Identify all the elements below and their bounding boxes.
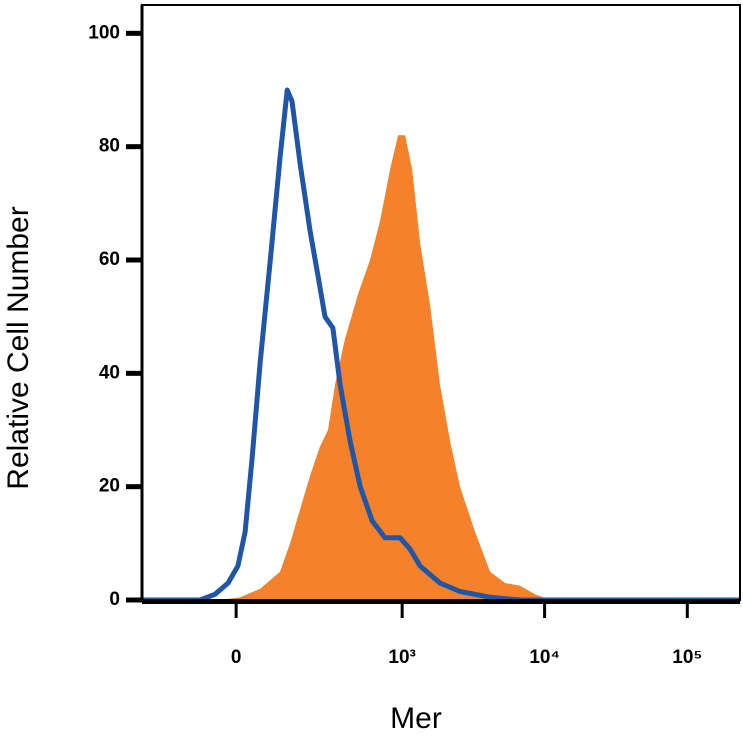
line bbox=[142, 87, 740, 603]
y-tick-label: 0 bbox=[109, 589, 120, 610]
y-tick-label: 80 bbox=[99, 136, 120, 157]
x-tick-label: 0 bbox=[231, 647, 242, 668]
y-tick-label: 60 bbox=[99, 249, 120, 270]
y-tick-label: 100 bbox=[88, 22, 120, 43]
x-axis-label: Mer bbox=[390, 702, 442, 735]
area bbox=[142, 135, 740, 601]
x-tick-label: 10⁴ bbox=[529, 647, 560, 668]
x-tick-label: 10³ bbox=[388, 647, 415, 668]
y-axis-label: Relative Cell Number bbox=[2, 206, 35, 489]
x-tick-label: 10⁵ bbox=[672, 647, 702, 668]
y-tick-label: 20 bbox=[99, 476, 120, 497]
y-tick-label: 40 bbox=[99, 362, 120, 383]
